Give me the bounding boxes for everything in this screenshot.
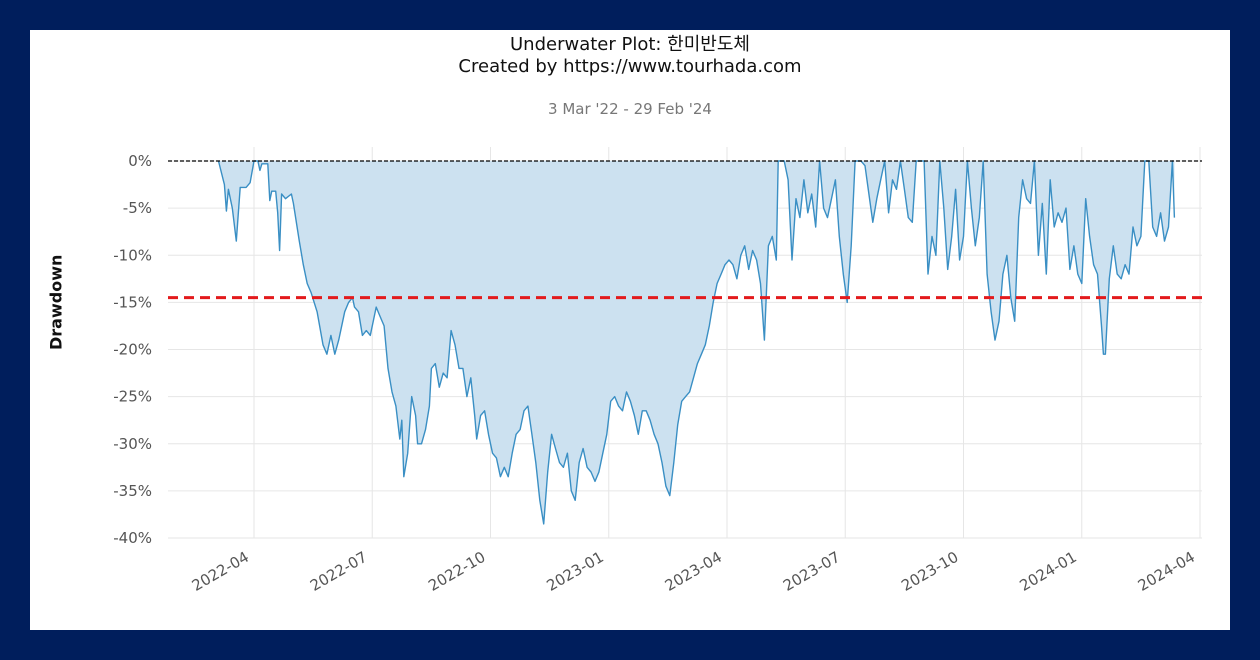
x-tick-label: 2023-01 xyxy=(543,548,606,595)
reference-lines xyxy=(168,160,1202,300)
drawdown-line xyxy=(217,160,1176,525)
x-tick-label: 2022-04 xyxy=(189,548,252,595)
x-tick-labels: 2022-04 2022-07 2022-10 2023-01 2023-04 2023-… xyxy=(189,548,1198,595)
drawdown-fill xyxy=(218,161,1175,524)
x-tick-label: 2023-04 xyxy=(662,548,725,595)
drawdown-area-group xyxy=(217,160,1176,525)
y-tick-label: -25% xyxy=(113,388,152,406)
y-tick-label: -15% xyxy=(113,293,152,311)
y-tick-label: -40% xyxy=(113,529,152,547)
chart-subtitle: Created by https://www.tourhada.com xyxy=(458,56,802,77)
y-tick-label: -20% xyxy=(113,341,152,359)
x-tick-label: 2023-07 xyxy=(780,548,843,595)
y-tick-label: -10% xyxy=(113,246,152,264)
y-tick-labels: 0% -5% -10% -15% -20% -25% -30% -35% -40% xyxy=(113,152,152,547)
x-tick-label: 2024-04 xyxy=(1135,548,1198,595)
underwater-plot: 0% -5% -10% -15% -20% -25% -30% -35% -40% 2022-0… xyxy=(113,147,1202,595)
chart-frame: Underwater Plot: 한미반도체 Created by https:… xyxy=(30,30,1230,630)
y-tick-label: -30% xyxy=(113,435,152,453)
y-tick-label: -5% xyxy=(123,199,152,217)
x-tick-label: 2023-10 xyxy=(898,548,961,595)
date-range-label: 3 Mar '22 - 29 Feb '24 xyxy=(548,100,712,118)
x-tick-label: 2022-07 xyxy=(307,548,370,595)
x-tick-label: 2024-01 xyxy=(1016,548,1079,595)
chart-title: Underwater Plot: 한미반도체 xyxy=(509,34,750,55)
y-tick-label: 0% xyxy=(128,152,152,170)
y-tick-label: -35% xyxy=(113,482,152,500)
x-tick-label: 2022-10 xyxy=(425,548,488,595)
